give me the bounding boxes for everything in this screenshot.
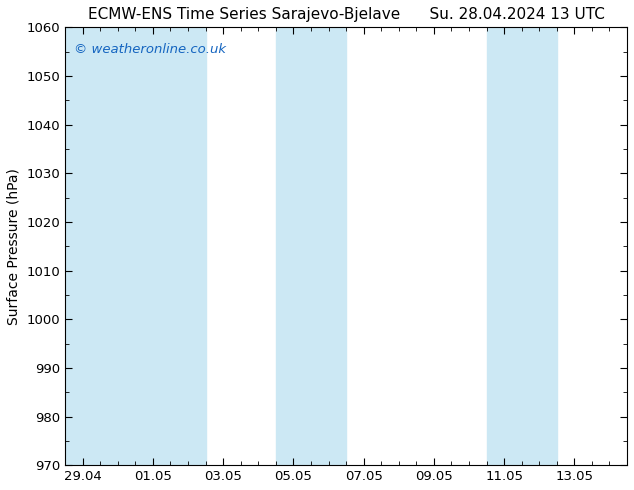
Bar — [486, 27, 522, 465]
Bar — [65, 27, 205, 465]
Y-axis label: Surface Pressure (hPa): Surface Pressure (hPa) — [7, 168, 21, 325]
Bar — [311, 27, 346, 465]
Bar — [276, 27, 311, 465]
Bar — [522, 27, 557, 465]
Text: © weatheronline.co.uk: © weatheronline.co.uk — [74, 43, 226, 55]
Title: ECMW-ENS Time Series Sarajevo-Bjelave      Su. 28.04.2024 13 UTC: ECMW-ENS Time Series Sarajevo-Bjelave Su… — [87, 7, 605, 22]
